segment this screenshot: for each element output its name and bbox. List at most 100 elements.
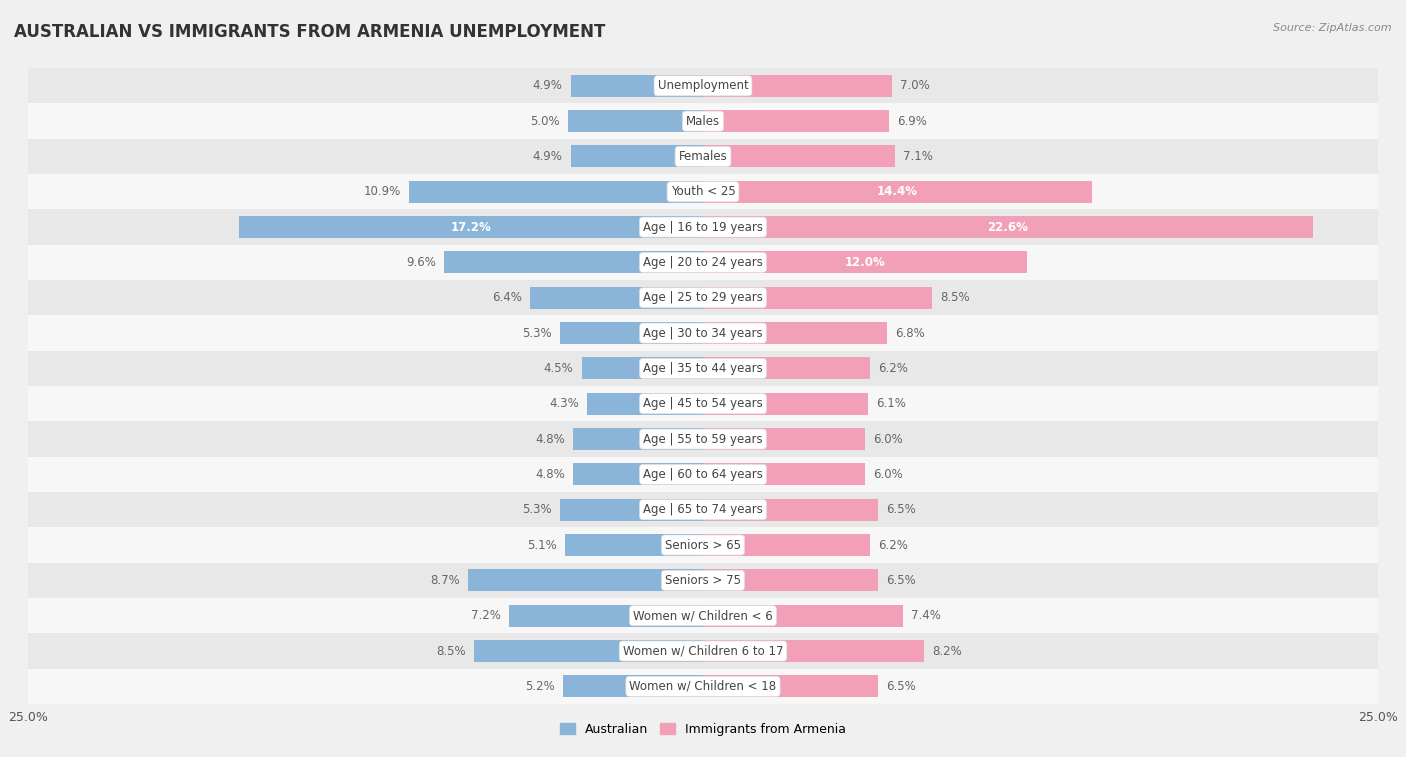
Text: 7.1%: 7.1% [903,150,932,163]
Bar [28,104,1378,139]
Text: 22.6%: 22.6% [987,220,1028,234]
Bar [28,174,1378,210]
Bar [582,357,703,379]
Bar [703,181,1091,203]
Bar [703,75,891,97]
Text: Age | 45 to 54 years: Age | 45 to 54 years [643,397,763,410]
Text: 7.4%: 7.4% [911,609,941,622]
Text: Age | 16 to 19 years: Age | 16 to 19 years [643,220,763,234]
Text: 10.9%: 10.9% [363,185,401,198]
Bar [28,668,1378,704]
Text: AUSTRALIAN VS IMMIGRANTS FROM ARMENIA UNEMPLOYMENT: AUSTRALIAN VS IMMIGRANTS FROM ARMENIA UN… [14,23,606,41]
Bar [28,634,1378,668]
Text: Age | 55 to 59 years: Age | 55 to 59 years [643,432,763,446]
Bar [574,428,703,450]
Text: 8.5%: 8.5% [941,291,970,304]
Bar [560,499,703,521]
Text: 6.1%: 6.1% [876,397,905,410]
Bar [409,181,703,203]
Bar [703,675,879,697]
Bar [474,640,703,662]
Bar [703,111,889,132]
Legend: Australian, Immigrants from Armenia: Australian, Immigrants from Armenia [560,723,846,736]
Bar [703,569,879,591]
Text: 5.1%: 5.1% [527,538,557,552]
Bar [28,350,1378,386]
Bar [586,393,703,415]
Text: 12.0%: 12.0% [845,256,886,269]
Bar [28,456,1378,492]
Text: 9.6%: 9.6% [406,256,436,269]
Text: 6.5%: 6.5% [887,503,917,516]
Text: 7.2%: 7.2% [471,609,501,622]
Text: Age | 60 to 64 years: Age | 60 to 64 years [643,468,763,481]
Text: 17.2%: 17.2% [450,220,491,234]
Bar [28,280,1378,316]
Bar [28,316,1378,350]
Text: Age | 25 to 29 years: Age | 25 to 29 years [643,291,763,304]
Bar [530,287,703,309]
Text: Age | 35 to 44 years: Age | 35 to 44 years [643,362,763,375]
Bar [560,322,703,344]
Text: 6.9%: 6.9% [897,114,927,128]
Bar [239,217,703,238]
Text: 6.2%: 6.2% [879,362,908,375]
Bar [509,605,703,627]
Text: Seniors > 75: Seniors > 75 [665,574,741,587]
Bar [444,251,703,273]
Text: 14.4%: 14.4% [877,185,918,198]
Bar [562,675,703,697]
Bar [703,534,870,556]
Bar [28,386,1378,422]
Bar [28,210,1378,245]
Bar [703,251,1026,273]
Text: 6.4%: 6.4% [492,291,522,304]
Text: 4.9%: 4.9% [533,150,562,163]
Bar [28,68,1378,104]
Bar [565,534,703,556]
Text: Seniors > 65: Seniors > 65 [665,538,741,552]
Text: 6.5%: 6.5% [887,574,917,587]
Text: 6.0%: 6.0% [873,432,903,446]
Text: 8.2%: 8.2% [932,644,962,658]
Bar [28,492,1378,528]
Text: 6.5%: 6.5% [887,680,917,693]
Text: 4.8%: 4.8% [536,432,565,446]
Text: Unemployment: Unemployment [658,79,748,92]
Text: 6.8%: 6.8% [894,326,924,340]
Bar [703,393,868,415]
Text: Males: Males [686,114,720,128]
Bar [703,499,879,521]
Bar [703,145,894,167]
Text: 4.8%: 4.8% [536,468,565,481]
Bar [574,463,703,485]
Text: 5.0%: 5.0% [530,114,560,128]
Text: 6.2%: 6.2% [879,538,908,552]
Bar [703,287,932,309]
Bar [28,245,1378,280]
Text: 4.5%: 4.5% [544,362,574,375]
Text: Women w/ Children 6 to 17: Women w/ Children 6 to 17 [623,644,783,658]
Text: Source: ZipAtlas.com: Source: ZipAtlas.com [1274,23,1392,33]
Text: 4.9%: 4.9% [533,79,562,92]
Bar [703,640,924,662]
Text: Age | 30 to 34 years: Age | 30 to 34 years [643,326,763,340]
Bar [571,145,703,167]
Text: 8.5%: 8.5% [436,644,465,658]
Bar [28,422,1378,456]
Bar [703,605,903,627]
Text: 5.2%: 5.2% [524,680,554,693]
Text: Women w/ Children < 18: Women w/ Children < 18 [630,680,776,693]
Bar [703,428,865,450]
Text: Age | 20 to 24 years: Age | 20 to 24 years [643,256,763,269]
Bar [568,111,703,132]
Text: 8.7%: 8.7% [430,574,460,587]
Text: Youth < 25: Youth < 25 [671,185,735,198]
Bar [703,217,1313,238]
Bar [571,75,703,97]
Text: 7.0%: 7.0% [900,79,929,92]
Bar [703,357,870,379]
Text: Women w/ Children < 6: Women w/ Children < 6 [633,609,773,622]
Text: 5.3%: 5.3% [522,503,551,516]
Bar [28,139,1378,174]
